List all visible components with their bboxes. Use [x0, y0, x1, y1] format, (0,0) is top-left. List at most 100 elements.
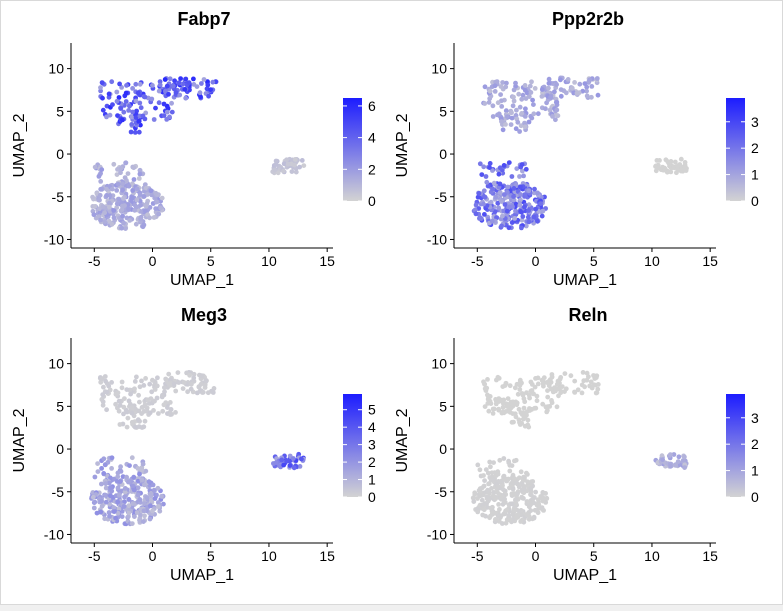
cell-point	[505, 396, 511, 401]
cell-point	[139, 405, 145, 410]
cell-point	[666, 160, 671, 166]
cell-point	[151, 215, 157, 220]
cell-point	[91, 212, 97, 218]
cell-point	[191, 76, 196, 82]
cell-point	[503, 122, 508, 127]
cell-point	[488, 505, 494, 511]
cell-point	[495, 200, 501, 206]
x-tick-label: -5	[88, 548, 101, 564]
cell-point	[103, 499, 109, 505]
cell-point	[126, 503, 132, 509]
cell-point	[127, 103, 132, 109]
cell-point	[499, 199, 504, 204]
cell-point	[292, 157, 298, 162]
cell-point	[511, 87, 517, 93]
umap-points	[89, 370, 306, 527]
y-tick-label: -10	[427, 231, 447, 247]
cell-point	[492, 477, 497, 483]
cell-point	[501, 511, 507, 517]
cell-point	[558, 375, 564, 380]
cell-point	[552, 89, 557, 95]
cell-point	[545, 388, 550, 393]
cell-point	[548, 94, 553, 100]
cell-point	[672, 159, 678, 165]
cell-point	[139, 467, 145, 473]
cell-point	[106, 94, 112, 100]
cell-point	[519, 162, 525, 167]
cell-point	[137, 192, 143, 198]
cell-point	[522, 114, 528, 119]
cell-point	[147, 410, 153, 416]
y-tick-label: -5	[435, 484, 448, 500]
cell-point	[676, 454, 682, 460]
cell-point	[115, 181, 121, 187]
cell-point	[502, 202, 508, 207]
x-tick-label: -5	[88, 253, 101, 269]
cell-point	[500, 384, 506, 389]
cell-point	[143, 376, 149, 381]
cell-point	[142, 482, 147, 488]
cell-point	[492, 83, 498, 89]
cell-point	[99, 376, 105, 382]
cell-point	[124, 83, 129, 88]
cell-point	[290, 456, 296, 461]
y-tick-label: 5	[56, 398, 64, 414]
cell-point	[501, 401, 506, 407]
cell-point	[136, 119, 142, 124]
colorbar-tick-label: 4	[368, 130, 376, 146]
cell-point	[487, 459, 493, 465]
cell-point	[109, 221, 115, 227]
cell-point	[154, 383, 160, 389]
cell-point	[137, 497, 143, 502]
cell-point	[149, 389, 155, 395]
cell-point	[126, 510, 132, 516]
cell-point	[104, 407, 109, 413]
cell-point	[111, 208, 117, 213]
cell-point	[523, 192, 529, 197]
cell-point	[133, 81, 139, 87]
cell-point	[517, 184, 523, 190]
cell-point	[125, 171, 131, 177]
cell-point	[477, 493, 483, 499]
cell-point	[169, 109, 175, 115]
cell-point	[522, 87, 528, 93]
cell-point	[539, 94, 545, 99]
cell-point	[482, 404, 488, 409]
cell-point	[90, 194, 95, 200]
cell-point	[109, 466, 114, 471]
cell-point	[577, 81, 583, 87]
cell-point	[100, 402, 106, 408]
cell-point	[137, 100, 143, 106]
cell-point	[123, 160, 128, 166]
cell-point	[289, 169, 295, 175]
cell-point	[99, 466, 104, 471]
cell-point	[157, 82, 163, 88]
cell-point	[175, 370, 181, 375]
cell-point	[498, 92, 503, 97]
cell-point	[137, 384, 143, 390]
cell-point	[134, 186, 140, 192]
cell-point	[99, 167, 105, 173]
cell-point	[106, 510, 112, 515]
cell-point	[545, 394, 551, 400]
cell-point	[137, 471, 142, 477]
cell-point	[528, 486, 534, 491]
cell-point	[524, 512, 529, 517]
cell-point	[481, 483, 487, 489]
cell-point	[284, 458, 289, 464]
cell-point	[671, 452, 677, 457]
cell-point	[284, 157, 289, 163]
cell-point	[506, 513, 512, 518]
cell-point	[103, 378, 108, 384]
cell-point	[122, 486, 128, 491]
cell-point	[131, 177, 137, 182]
cell-point	[205, 82, 211, 88]
x-tick-label: 0	[149, 253, 157, 269]
cell-point	[100, 95, 105, 101]
cell-point	[501, 397, 507, 403]
cell-point	[543, 106, 548, 112]
cell-point	[485, 487, 490, 493]
cell-point	[140, 224, 146, 230]
cell-point	[490, 186, 495, 192]
